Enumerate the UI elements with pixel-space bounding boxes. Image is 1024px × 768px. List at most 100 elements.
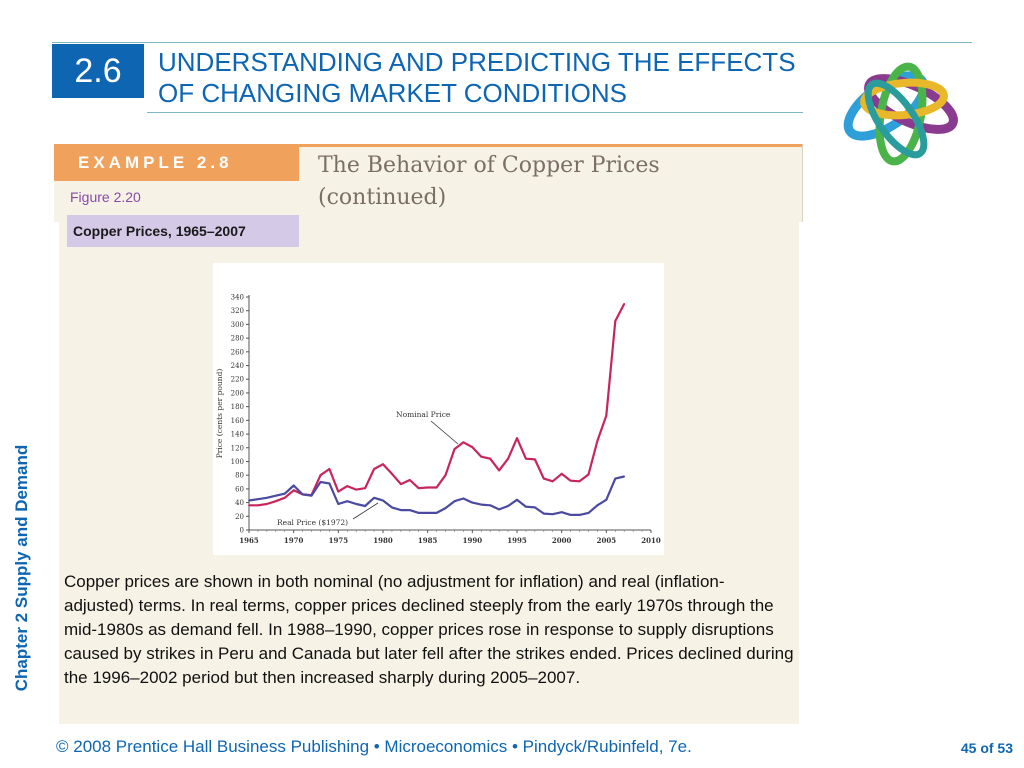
data-point: [391, 506, 393, 509]
x-tick-label: 1965: [239, 536, 259, 545]
y-tick-label: 240: [231, 362, 244, 370]
data-point: [605, 498, 608, 501]
data-point: [480, 503, 483, 506]
example-tab: EXAMPLE 2.8: [54, 144, 299, 181]
y-tick-label: 300: [231, 321, 244, 329]
y-tick-label: 280: [231, 335, 244, 343]
data-point: [426, 486, 429, 489]
y-tick-label: 120: [231, 444, 244, 452]
y-tick-label: 180: [231, 403, 244, 411]
y-tick-label: 40: [235, 499, 244, 507]
data-point: [453, 500, 456, 503]
data-point: [435, 511, 438, 514]
data-point: [408, 479, 411, 481]
data-point: [301, 493, 304, 496]
example-title-line2: (continued): [318, 185, 447, 210]
x-tick-label: 1990: [463, 536, 483, 545]
data-point: [551, 513, 554, 516]
data-point: [382, 463, 384, 466]
data-point: [462, 441, 465, 444]
figure-label: Figure 2.20: [70, 189, 141, 205]
data-point: [391, 472, 393, 475]
x-tick-label: 2010: [641, 536, 661, 545]
data-point: [355, 503, 358, 505]
y-tick-label: 260: [231, 348, 244, 356]
data-point: [587, 473, 590, 476]
data-point: [480, 455, 483, 458]
figure-caption: Copper Prices, 1965–2007: [67, 215, 299, 247]
data-point: [578, 480, 581, 483]
data-point: [471, 446, 474, 448]
y-tick-label: 20: [235, 513, 244, 521]
x-tick-label: 2005: [597, 536, 617, 545]
y-axis-label: Price (cents per pound): [215, 369, 224, 459]
y-tick-label: 0: [240, 527, 244, 535]
example-title-line1: The Behavior of Copper Prices: [318, 153, 660, 178]
data-point: [578, 514, 581, 516]
example-title: The Behavior of Copper Prices (continued…: [318, 150, 660, 214]
data-point: [569, 479, 572, 482]
data-point: [328, 468, 331, 470]
data-point: [274, 500, 277, 503]
y-tick-label: 200: [231, 389, 244, 397]
y-tick-label: 340: [231, 294, 244, 302]
data-point: [596, 504, 599, 507]
slide-title: UNDERSTANDING AND PREDICTING THE EFFECTS…: [158, 47, 796, 108]
real-price-annotation: Real Price ($1972): [277, 518, 348, 527]
data-point: [498, 469, 501, 472]
data-point: [533, 506, 536, 509]
nominal-price-annotation: Nominal Price: [396, 410, 451, 419]
x-tick-label: 1995: [507, 536, 527, 545]
data-point: [355, 488, 358, 491]
data-point: [399, 483, 402, 485]
body-text: Copper prices are shown in both nominal …: [64, 572, 794, 687]
example-top-line: [299, 144, 802, 147]
data-point: [292, 484, 295, 487]
data-point: [525, 505, 527, 508]
data-point: [596, 440, 599, 442]
x-tick-label: 1970: [284, 536, 304, 545]
y-tick-label: 60: [235, 485, 244, 493]
data-point: [337, 503, 340, 505]
data-point: [319, 481, 322, 483]
data-point: [283, 492, 286, 495]
data-point: [507, 505, 509, 507]
data-point: [274, 494, 277, 497]
data-point: [417, 487, 420, 490]
y-tick-label: 220: [231, 376, 244, 384]
data-point: [623, 475, 626, 478]
x-tick-label: 2000: [552, 536, 572, 545]
data-point: [417, 511, 420, 514]
y-tick-label: 320: [231, 307, 244, 315]
data-point: [614, 320, 617, 322]
data-point: [399, 509, 402, 512]
data-point: [516, 437, 518, 440]
data-point: [507, 457, 509, 460]
data-point: [489, 457, 492, 460]
copper-price-chart: 0 20 40 60 80 100 120 140 160 180 200 220 240 260 280 3…: [215, 294, 661, 546]
data-point: [319, 474, 322, 477]
x-tick-label: 1980: [373, 536, 393, 545]
data-point: [542, 512, 545, 515]
x-tick-label: 1975: [329, 536, 349, 545]
data-point: [569, 514, 572, 516]
y-tick-label: 160: [231, 417, 244, 425]
data-point: [382, 499, 384, 502]
nominal-price-line: [249, 303, 626, 507]
data-point: [346, 500, 349, 503]
y-tick-label: 80: [235, 472, 244, 480]
data-point: [623, 302, 626, 305]
data-point: [265, 496, 268, 499]
data-point: [560, 472, 563, 475]
data-point: [248, 504, 250, 507]
data-point: [498, 508, 501, 511]
data-point: [489, 504, 492, 507]
data-point: [248, 499, 250, 502]
data-point: [283, 496, 286, 499]
data-point: [516, 498, 518, 501]
data-point: [435, 486, 438, 489]
chart-container: 0 20 40 60 80 100 120 140 160 180 200 220 240 260 280 3…: [213, 263, 664, 555]
data-point: [426, 511, 429, 514]
footer-text: © 2008 Prentice Hall Business Publishing…: [56, 737, 692, 756]
data-point: [560, 511, 563, 514]
